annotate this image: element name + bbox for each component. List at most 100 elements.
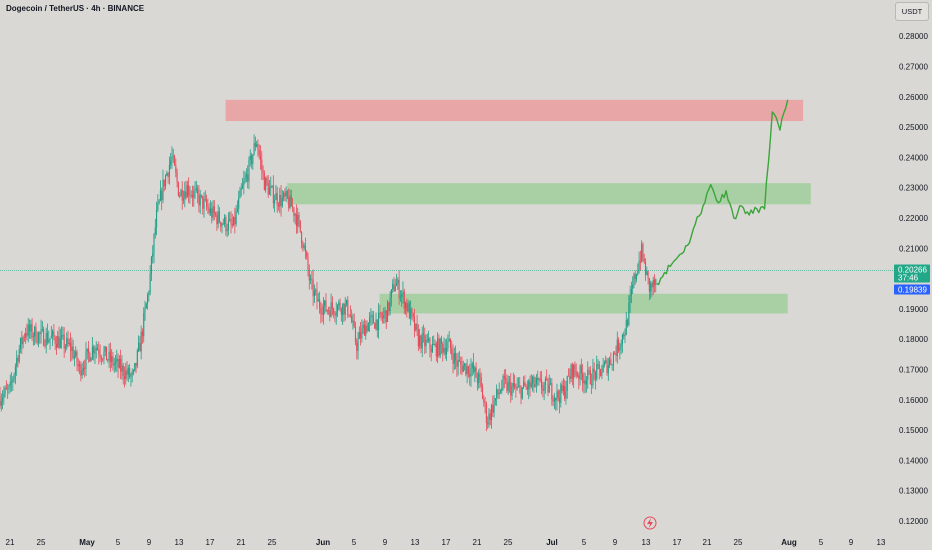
candle bbox=[31, 318, 33, 341]
price-axis[interactable]: 0.12000 0.13000 0.14000 0.15000 0.16000 0.170… bbox=[899, 32, 928, 526]
candle bbox=[243, 170, 245, 195]
candle bbox=[84, 359, 86, 378]
candle bbox=[421, 326, 423, 358]
candle bbox=[339, 298, 341, 312]
candle bbox=[419, 328, 421, 350]
candle bbox=[34, 325, 36, 346]
candle bbox=[244, 171, 246, 184]
candle bbox=[315, 288, 317, 296]
candle bbox=[634, 270, 636, 285]
candle bbox=[112, 351, 114, 371]
time-tick-label: 13 bbox=[877, 538, 886, 547]
candle bbox=[165, 174, 167, 190]
support-zone[interactable] bbox=[379, 293, 788, 314]
candle bbox=[523, 376, 525, 390]
candle bbox=[59, 328, 61, 349]
candle bbox=[49, 338, 51, 350]
candle bbox=[290, 189, 292, 207]
candle bbox=[248, 156, 250, 190]
candle bbox=[575, 363, 577, 379]
candle bbox=[272, 175, 274, 209]
candle bbox=[23, 333, 25, 342]
candle bbox=[381, 311, 383, 324]
candle bbox=[167, 172, 169, 184]
time-tick-label: 21 bbox=[6, 538, 15, 547]
candle bbox=[80, 361, 82, 382]
candle bbox=[438, 334, 440, 358]
candle bbox=[474, 365, 476, 383]
candle bbox=[227, 212, 229, 236]
time-axis[interactable]: 21 25 May 5 9 13 17 21 25 Jun 5 9 13 17 21 25 Jul 5 9 13 17 2… bbox=[6, 516, 886, 547]
time-tick-label: 25 bbox=[734, 538, 743, 547]
candle bbox=[644, 258, 647, 281]
candle bbox=[431, 336, 434, 354]
candle bbox=[467, 365, 469, 378]
candle bbox=[5, 380, 7, 390]
price-tick-label: 0.17000 bbox=[899, 366, 928, 375]
candle bbox=[68, 338, 70, 347]
candle bbox=[647, 270, 649, 285]
candle bbox=[7, 383, 9, 399]
candle bbox=[558, 389, 561, 414]
candle bbox=[247, 165, 249, 189]
candle bbox=[207, 198, 209, 215]
candle bbox=[526, 380, 528, 395]
projection-path[interactable] bbox=[656, 99, 789, 286]
candle bbox=[54, 335, 56, 351]
candle bbox=[131, 368, 133, 383]
candle bbox=[316, 282, 318, 310]
candle bbox=[582, 364, 584, 392]
candle bbox=[648, 277, 650, 301]
candle bbox=[506, 374, 508, 394]
candle bbox=[121, 355, 123, 380]
candle bbox=[336, 303, 339, 318]
candle bbox=[584, 372, 586, 394]
candle bbox=[222, 218, 224, 226]
candle bbox=[203, 192, 205, 218]
candle bbox=[107, 358, 109, 363]
candle bbox=[270, 176, 272, 197]
candle bbox=[557, 389, 559, 402]
candle bbox=[57, 330, 59, 348]
candle bbox=[410, 300, 412, 326]
price-tick-label: 0.13000 bbox=[899, 487, 928, 496]
candle bbox=[284, 188, 286, 202]
candle bbox=[514, 374, 516, 390]
candle bbox=[552, 395, 554, 407]
candle bbox=[642, 242, 644, 262]
time-tick-label: Aug bbox=[781, 538, 797, 547]
candle bbox=[524, 375, 526, 387]
candle bbox=[387, 299, 389, 323]
candle bbox=[462, 360, 464, 373]
currency-button[interactable]: USDT bbox=[895, 2, 929, 21]
candle bbox=[553, 392, 555, 410]
candle bbox=[556, 383, 558, 411]
candle bbox=[417, 324, 419, 352]
candle bbox=[461, 356, 463, 376]
last-price-label: 0.20266 bbox=[898, 266, 927, 275]
candle bbox=[455, 345, 457, 370]
supply-zone[interactable] bbox=[287, 183, 811, 205]
candle bbox=[501, 379, 503, 395]
candle bbox=[384, 306, 386, 324]
candle bbox=[4, 385, 6, 398]
candle bbox=[25, 327, 27, 344]
events-lightning-icon[interactable] bbox=[643, 516, 657, 530]
price-tick-label: 0.14000 bbox=[899, 456, 928, 465]
candle bbox=[12, 376, 14, 391]
candle bbox=[213, 200, 215, 221]
candle bbox=[343, 302, 345, 323]
candle bbox=[75, 346, 77, 359]
candle bbox=[541, 370, 543, 395]
candle bbox=[611, 363, 613, 371]
candle bbox=[389, 291, 391, 316]
candle bbox=[212, 200, 214, 221]
candle bbox=[179, 192, 181, 199]
candle bbox=[371, 310, 373, 325]
candle bbox=[100, 354, 102, 366]
symbol-title[interactable]: Dogecoin / TetherUS · 4h · BINANCE bbox=[6, 4, 145, 13]
candle bbox=[621, 333, 623, 353]
candle bbox=[252, 154, 254, 170]
resistance-zone[interactable] bbox=[225, 99, 804, 122]
